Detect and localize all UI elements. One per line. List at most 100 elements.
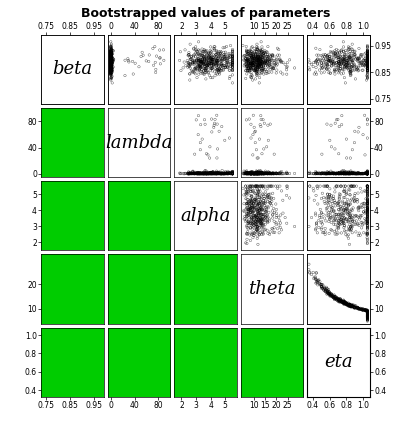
Point: [364, 170, 371, 177]
Point: [251, 214, 258, 221]
Point: [226, 75, 233, 82]
Point: [206, 170, 212, 177]
Point: [319, 283, 325, 290]
Point: [364, 220, 371, 227]
Point: [108, 53, 114, 60]
Point: [263, 208, 269, 215]
Point: [364, 309, 371, 316]
Point: [364, 74, 371, 81]
Point: [362, 57, 369, 64]
Point: [248, 170, 255, 177]
Point: [270, 170, 276, 177]
Point: [195, 170, 202, 177]
Point: [187, 56, 193, 63]
Point: [251, 200, 257, 207]
Point: [323, 121, 330, 128]
Point: [216, 51, 222, 58]
Point: [208, 170, 215, 177]
Point: [212, 51, 219, 58]
Point: [187, 61, 194, 68]
Point: [207, 170, 214, 177]
Point: [335, 183, 342, 190]
Point: [332, 170, 339, 177]
Point: [152, 59, 159, 66]
Point: [108, 48, 114, 55]
Point: [209, 56, 215, 63]
Point: [108, 67, 114, 74]
Point: [213, 64, 220, 71]
Point: [211, 170, 217, 177]
Point: [224, 170, 231, 177]
Point: [215, 170, 222, 177]
Point: [326, 197, 332, 204]
Point: [305, 194, 312, 201]
Point: [108, 60, 114, 67]
Point: [326, 290, 332, 297]
Point: [195, 170, 202, 177]
Point: [109, 56, 115, 63]
Point: [253, 72, 260, 78]
Point: [364, 313, 371, 320]
Point: [314, 281, 321, 288]
Point: [364, 224, 371, 231]
Point: [252, 170, 259, 177]
Point: [257, 170, 263, 177]
Point: [218, 51, 224, 58]
Point: [206, 54, 212, 61]
Point: [341, 170, 348, 177]
Point: [356, 222, 363, 229]
Point: [219, 56, 225, 63]
Point: [259, 228, 266, 235]
Point: [189, 168, 196, 175]
Point: [229, 57, 236, 64]
Point: [108, 50, 114, 57]
Point: [208, 169, 215, 176]
Point: [256, 214, 263, 221]
Point: [253, 62, 260, 69]
Point: [349, 183, 355, 190]
Point: [107, 53, 114, 60]
Point: [265, 137, 272, 144]
Point: [195, 61, 202, 68]
Point: [200, 170, 206, 177]
Point: [196, 62, 203, 69]
Point: [243, 200, 250, 207]
Point: [323, 53, 330, 60]
Point: [108, 56, 115, 63]
Point: [157, 54, 163, 61]
Point: [260, 170, 266, 177]
Point: [364, 215, 371, 221]
Point: [251, 67, 257, 74]
Point: [364, 51, 371, 58]
Point: [364, 170, 371, 177]
Point: [248, 60, 255, 67]
Point: [243, 189, 249, 196]
Point: [249, 169, 256, 176]
Point: [195, 169, 201, 176]
Point: [108, 70, 114, 77]
Point: [335, 54, 341, 61]
Point: [108, 56, 114, 63]
Point: [213, 170, 219, 177]
Point: [364, 317, 371, 324]
Point: [109, 58, 115, 65]
Point: [203, 57, 210, 64]
Point: [312, 279, 319, 286]
Point: [359, 62, 365, 69]
Point: [189, 69, 196, 76]
Point: [316, 67, 323, 74]
Point: [201, 58, 207, 65]
Point: [331, 197, 338, 204]
Point: [364, 170, 371, 177]
Point: [364, 309, 371, 316]
Point: [336, 221, 343, 228]
Point: [364, 184, 371, 191]
Point: [356, 170, 362, 177]
Point: [364, 47, 371, 54]
Point: [332, 170, 338, 177]
Point: [109, 67, 115, 74]
Point: [252, 183, 259, 190]
Point: [341, 299, 348, 306]
Point: [209, 68, 216, 75]
Point: [240, 207, 247, 214]
